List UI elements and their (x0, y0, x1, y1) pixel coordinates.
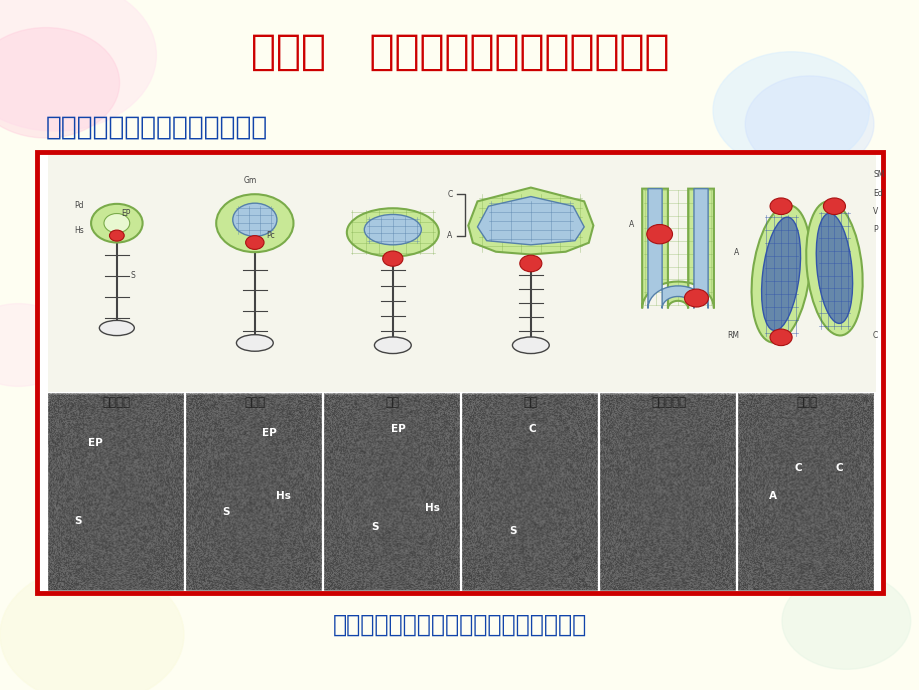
Ellipse shape (512, 337, 549, 353)
Text: 鱼雷形接头: 鱼雷形接头 (651, 396, 686, 409)
Text: C: C (447, 190, 452, 199)
Text: 成熟胚: 成熟胚 (796, 396, 816, 409)
Text: S: S (371, 522, 379, 532)
Text: A: A (768, 491, 777, 501)
Circle shape (769, 329, 791, 346)
Text: 一、种子发育和贮藏物质的积累: 一、种子发育和贮藏物质的积累 (46, 115, 268, 141)
Circle shape (109, 230, 124, 241)
Circle shape (0, 304, 74, 386)
Bar (461, 394, 596, 590)
Circle shape (684, 289, 708, 307)
Text: S: S (130, 271, 135, 280)
Circle shape (0, 566, 184, 690)
Ellipse shape (236, 335, 273, 351)
Circle shape (0, 0, 156, 131)
Ellipse shape (761, 217, 800, 331)
Text: S: S (74, 516, 81, 526)
Text: Hs: Hs (74, 226, 84, 235)
Circle shape (712, 52, 868, 169)
Circle shape (382, 251, 403, 266)
Circle shape (0, 28, 119, 138)
Circle shape (104, 213, 130, 233)
Ellipse shape (815, 213, 852, 324)
Circle shape (744, 76, 873, 172)
Text: EP: EP (87, 438, 102, 448)
Text: 拟南芥植物野生型的胚胎发育阶段示意图: 拟南芥植物野生型的胚胎发育阶段示意图 (333, 613, 586, 636)
Text: SM: SM (872, 170, 883, 179)
Bar (323, 394, 459, 590)
Text: A: A (628, 220, 633, 229)
Bar (737, 394, 872, 590)
Ellipse shape (805, 201, 862, 335)
Text: S: S (222, 506, 230, 517)
Circle shape (781, 573, 910, 669)
Text: EP: EP (391, 424, 405, 434)
Text: Ed: Ed (872, 188, 881, 197)
Text: C: C (794, 464, 801, 473)
Bar (37, 152, 882, 593)
Ellipse shape (364, 215, 421, 245)
Circle shape (233, 203, 277, 236)
Text: 球状前体: 球状前体 (103, 396, 130, 409)
Text: 第一节   种子成熟时的生理生化变化: 第一节 种子成熟时的生理生化变化 (251, 31, 668, 72)
Polygon shape (647, 188, 708, 308)
Text: Pd: Pd (74, 201, 84, 210)
Ellipse shape (346, 208, 438, 257)
Text: EP: EP (121, 209, 130, 218)
Circle shape (91, 204, 142, 242)
Text: S: S (509, 526, 516, 536)
Circle shape (216, 194, 293, 252)
Text: RM: RM (726, 331, 738, 340)
Text: Hs: Hs (276, 491, 290, 501)
Text: Hs: Hs (425, 502, 439, 513)
Ellipse shape (751, 205, 810, 343)
Bar (48, 155, 875, 393)
Text: C: C (872, 331, 878, 340)
Text: 转变: 转变 (385, 396, 400, 409)
Text: V: V (872, 207, 878, 216)
Ellipse shape (374, 337, 411, 353)
Text: P: P (872, 226, 877, 235)
Text: Pc: Pc (266, 231, 275, 240)
Ellipse shape (99, 320, 134, 335)
Polygon shape (477, 197, 584, 245)
Circle shape (519, 255, 541, 272)
Circle shape (646, 224, 672, 244)
Text: 内部: 内部 (523, 396, 538, 409)
Text: C: C (834, 464, 842, 473)
Bar (186, 394, 321, 590)
Bar (48, 394, 183, 590)
Text: A: A (732, 248, 738, 257)
Text: EP: EP (262, 428, 277, 438)
Text: A: A (447, 231, 452, 240)
Text: 球状体: 球状体 (244, 396, 265, 409)
Polygon shape (641, 188, 713, 308)
Polygon shape (468, 188, 593, 255)
Text: C: C (528, 424, 536, 434)
Circle shape (245, 235, 264, 249)
Text: Gm: Gm (244, 176, 256, 185)
Circle shape (769, 198, 791, 215)
Circle shape (823, 198, 845, 215)
Bar (599, 394, 734, 590)
